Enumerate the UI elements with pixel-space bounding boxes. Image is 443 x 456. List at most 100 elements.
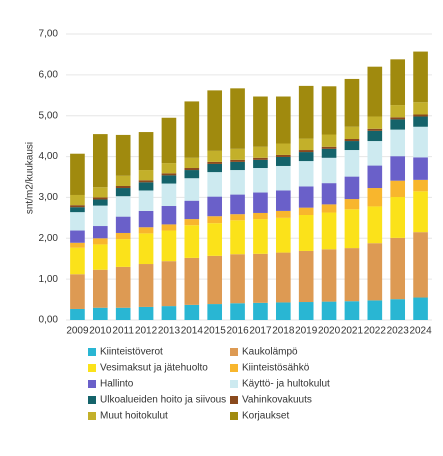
bar-segment [253, 212, 268, 220]
bar-segment [92, 226, 108, 239]
bar-segment [413, 232, 428, 298]
x-tick-label: 2019 [295, 326, 318, 337]
bar-segment [230, 161, 245, 171]
x-tick-label: 2011 [112, 326, 134, 337]
bar-segment [207, 90, 223, 151]
bar-segment [253, 168, 268, 193]
bar-segment [275, 252, 291, 303]
bar-segment [321, 148, 337, 158]
legend-label: Kiinteistösähkö [242, 363, 310, 374]
legend-swatch [88, 348, 96, 356]
legend-swatch [88, 396, 96, 404]
bar-segment [230, 254, 245, 304]
bar-segment [275, 96, 291, 144]
x-tick-label: 2014 [181, 326, 204, 337]
bar-segment [184, 200, 200, 220]
bar-segment [70, 242, 85, 248]
bar-segment [344, 126, 360, 140]
bar-segment [184, 225, 200, 258]
legend-swatch [230, 380, 238, 388]
legend-swatch [230, 364, 238, 372]
bar-segment [161, 163, 177, 174]
bar-segment [184, 101, 200, 158]
bar-segment [92, 205, 108, 227]
bar-segment [161, 224, 177, 231]
bar-segment [138, 306, 154, 320]
bar-segment [184, 304, 200, 320]
legend-label: Kaukolämpö [242, 347, 298, 358]
bar-segment [138, 233, 154, 265]
bar-segment [92, 269, 108, 308]
legend-swatch [88, 364, 96, 372]
bar-segment [390, 105, 406, 118]
bar-segment [92, 187, 108, 198]
bar-segment [253, 219, 268, 254]
bar-segment [253, 253, 268, 303]
bar-segment [321, 157, 337, 184]
bar-segment [298, 150, 314, 153]
bar-segment [344, 248, 360, 302]
bar-segment [115, 307, 131, 320]
bar-segment [207, 216, 223, 224]
bar-segment [275, 165, 291, 191]
bar-segment [321, 212, 337, 250]
y-tick-label: 2,00 [39, 233, 59, 244]
bar-segment [413, 116, 428, 127]
bar-segment [138, 190, 154, 211]
legend-label: Vesimaksut ja jätehuolto [100, 363, 208, 374]
bar-segment [70, 207, 85, 213]
bar-segment [413, 114, 428, 117]
bar-segment [161, 230, 177, 262]
y-tick-label: 7,00 [39, 29, 59, 40]
bar-segment [161, 175, 177, 184]
bar-segment [161, 183, 177, 207]
bar-segment [70, 153, 85, 195]
bar-segment [413, 126, 428, 158]
bar-segment [275, 156, 291, 166]
legend-label: Hallinto [100, 379, 134, 390]
bar-segment [321, 249, 337, 302]
bar-segment [115, 239, 131, 267]
bar-segment [298, 214, 314, 251]
bar-segment [92, 238, 108, 245]
legend-label: Korjaukset [242, 411, 289, 422]
bar-segment [184, 178, 200, 201]
legend-swatch [230, 412, 238, 420]
bar-segment [207, 163, 223, 173]
bar-segment [321, 86, 337, 135]
bar-segment [390, 129, 406, 157]
bar-segment [367, 300, 383, 320]
bar-segment [230, 170, 245, 195]
bar-segment [230, 88, 245, 149]
y-axis-label: snt/m2/kuukausi [25, 142, 36, 214]
bar-segment [367, 188, 383, 207]
bar-segment [138, 264, 154, 307]
bar-segment [115, 134, 131, 176]
legend-label: Käyttö- ja hultokulut [242, 379, 330, 390]
x-tick-label: 2018 [272, 326, 295, 337]
bar-segment [70, 205, 85, 208]
bar-segment [70, 212, 85, 231]
bar-segment [390, 119, 406, 130]
legend-swatch [230, 348, 238, 356]
bar-segment [344, 209, 360, 249]
x-tick-label: 2012 [135, 326, 158, 337]
bar-segment [413, 102, 428, 115]
bar-segment [298, 250, 314, 303]
bar-segment [367, 66, 383, 117]
x-tick-label: 2021 [341, 326, 364, 337]
bar-segment [207, 223, 223, 256]
bar-segment [344, 301, 360, 320]
bar-segment [413, 297, 428, 320]
bar-segment [367, 128, 383, 131]
bar-segment [115, 266, 131, 308]
y-tick-label: 0,00 [39, 315, 59, 326]
legend-swatch [88, 412, 96, 420]
bar-segment [275, 210, 291, 218]
bar-segment [275, 154, 291, 157]
bar-segment [321, 134, 337, 147]
bar-segment [207, 161, 223, 164]
bar-segment [321, 204, 337, 213]
y-tick-label: 5,00 [39, 110, 59, 121]
x-tick-label: 2016 [226, 326, 249, 337]
